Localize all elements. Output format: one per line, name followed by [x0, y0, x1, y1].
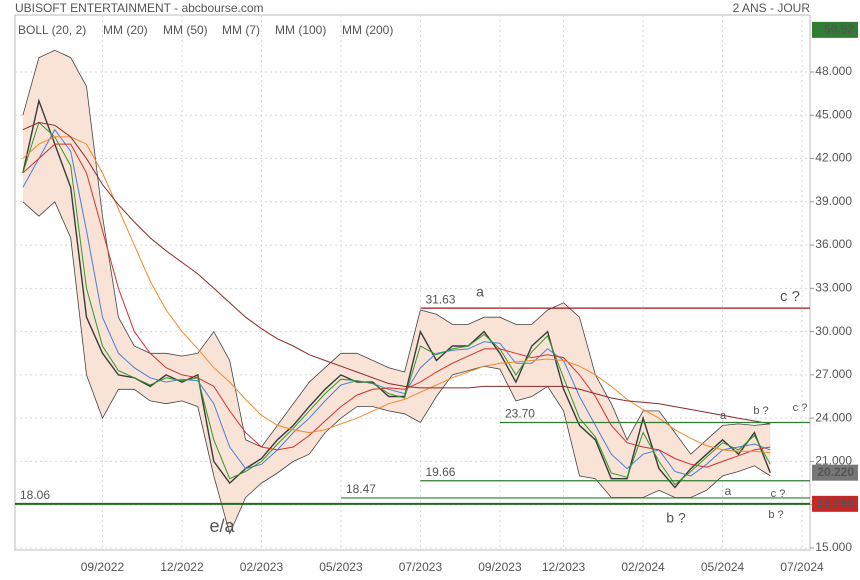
chart-title: UBISOFT ENTERTAINMENT - abcbourse.com	[15, 1, 264, 15]
annotation: c ?	[771, 488, 786, 500]
y-tick-label: 45.000	[815, 107, 852, 121]
level-label: 18.06	[20, 488, 50, 502]
y-tick-label: 39.000	[815, 194, 852, 208]
level-label: 31.63	[425, 292, 455, 306]
moving-average	[22, 121, 771, 486]
moving-average	[22, 128, 771, 477]
moving-average	[22, 121, 771, 425]
legend-entry: MM (7)	[222, 23, 260, 37]
chart-subtitle: 2 ANS - JOUR	[733, 1, 811, 15]
price-tag	[812, 464, 858, 481]
x-tick-label: 02/2024	[621, 560, 665, 574]
price-tag-label: 18.060	[817, 496, 854, 510]
level-label: 23.70	[505, 407, 535, 421]
annotation: b ?	[753, 405, 768, 417]
y-tick-label: 36.000	[815, 237, 852, 251]
price-line	[22, 98, 771, 489]
annotation: a	[476, 284, 484, 300]
bollinger-lower	[22, 201, 771, 535]
x-tick-label: 09/2022	[81, 560, 125, 574]
annotation: c ?	[780, 288, 800, 305]
x-tick-label: 12/2022	[160, 560, 204, 574]
price-tag-label: 50.92	[824, 22, 854, 36]
annotation: b ?	[666, 510, 686, 526]
y-tick-label: 48.000	[815, 64, 852, 78]
legend-entry: MM (100)	[275, 23, 326, 37]
x-tick-label: 02/2023	[240, 560, 284, 574]
price-tag-label: 20.220	[817, 465, 854, 479]
y-tick-label: 30.000	[815, 324, 852, 338]
x-tick-label: 07/2023	[399, 560, 443, 574]
price-tag	[812, 495, 858, 512]
y-tick-label: 33.000	[815, 281, 852, 295]
x-tick-label: 05/2024	[701, 560, 745, 574]
legend-entry: MM (200)	[342, 23, 393, 37]
annotation: a	[725, 484, 732, 498]
annotation: e/a	[209, 516, 235, 536]
x-tick-label: 05/2023	[319, 560, 363, 574]
y-tick-label: 42.000	[815, 151, 852, 165]
plot-frame	[14, 14, 811, 551]
legend-entry: MM (50)	[163, 23, 208, 37]
moving-average	[22, 143, 771, 468]
annotation: b ?	[768, 509, 783, 521]
y-tick-label: 15.000	[815, 540, 852, 554]
legend-entry: BOLL (20, 2)	[18, 23, 86, 37]
bollinger-band	[22, 50, 771, 534]
x-tick-label: 09/2023	[478, 560, 522, 574]
x-tick-label: 07/2024	[780, 560, 824, 574]
annotation: a	[720, 410, 727, 422]
legend-entry: MM (20)	[103, 23, 148, 37]
y-tick-label: 21.000	[815, 454, 852, 468]
level-label: 18.47	[346, 482, 376, 496]
level-label: 19.66	[425, 465, 455, 479]
annotation: c ?	[793, 402, 808, 414]
y-tick-label: 24.000	[815, 410, 852, 424]
x-tick-label: 12/2023	[542, 560, 586, 574]
moving-average	[22, 136, 771, 454]
y-tick-label: 27.000	[815, 367, 852, 381]
price-tag	[812, 21, 858, 38]
